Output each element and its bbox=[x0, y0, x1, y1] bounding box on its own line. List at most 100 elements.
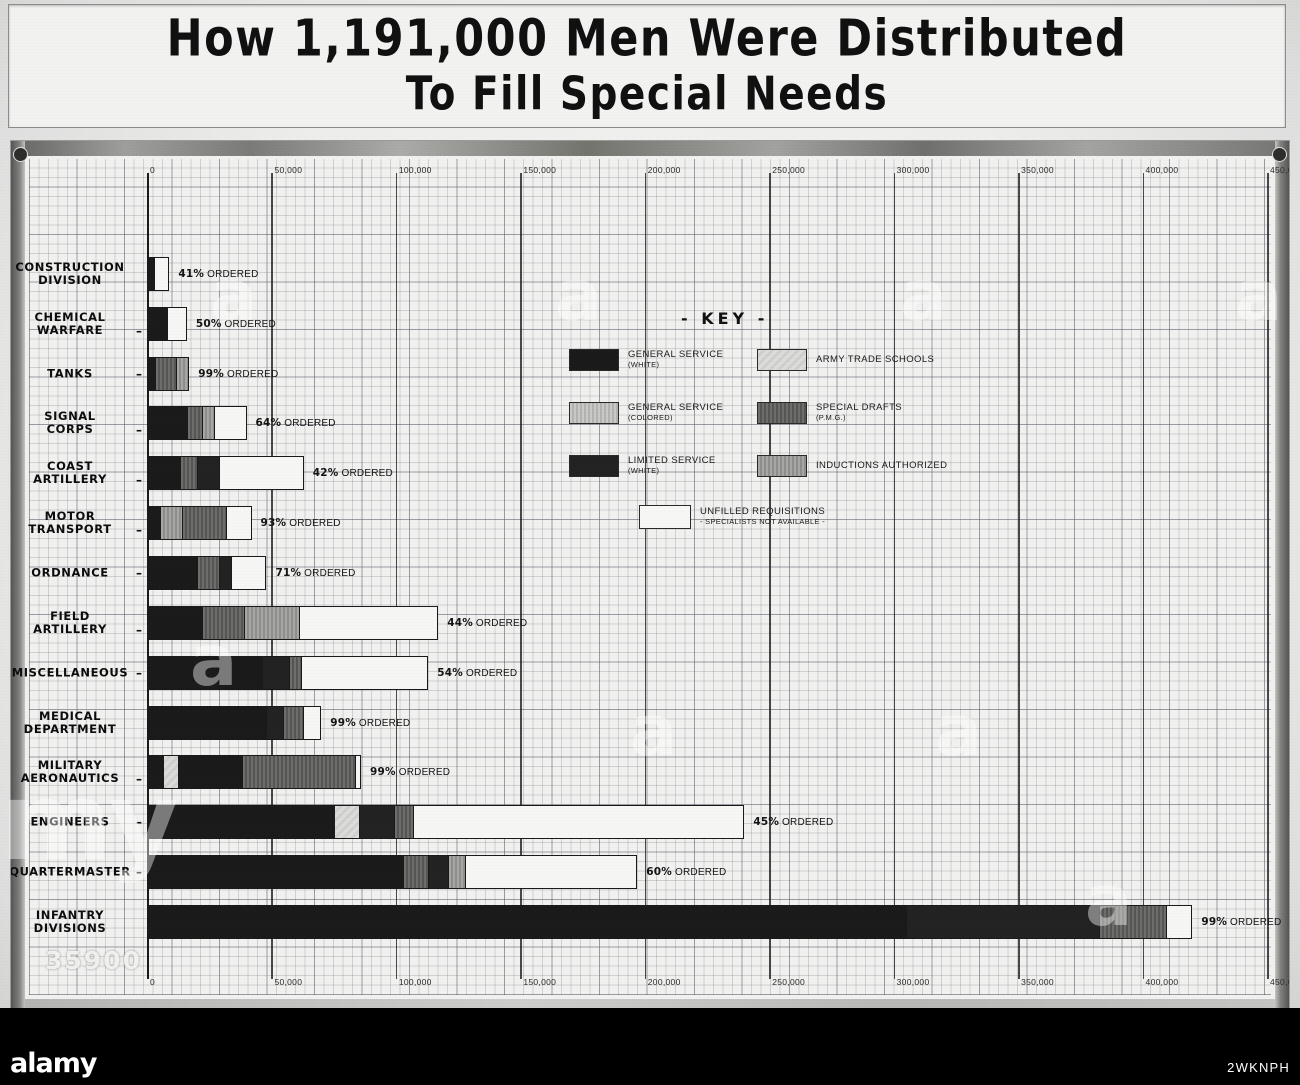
axis-vline bbox=[395, 173, 398, 979]
percent-ordered-label: 50% ORDERED bbox=[195, 317, 276, 330]
bar-row: FIELD ARTILLERY – 44% ORDERED bbox=[29, 598, 1271, 648]
bar-segment bbox=[197, 457, 220, 490]
bar-row: MISCELLANEOUS – 54% ORDERED bbox=[12, 648, 1271, 698]
stacked-bar bbox=[147, 256, 170, 291]
plate-left-edge bbox=[11, 141, 25, 1009]
bar-segment bbox=[288, 656, 302, 689]
key-entry-label: LIMITED SERVICE bbox=[628, 455, 716, 467]
x-tick-label-top: 350,000 bbox=[1021, 165, 1054, 175]
axis-vline bbox=[893, 173, 896, 979]
x-tick-label-top: 50,000 bbox=[274, 165, 303, 175]
category-label: QUARTERMASTER bbox=[11, 865, 135, 879]
special-drafts-icon bbox=[757, 402, 807, 424]
percent-ordered-label: 60% ORDERED bbox=[646, 866, 727, 879]
key-entry-label: SPECIAL DRAFTS bbox=[816, 402, 903, 414]
key-unfilled-label: UNFILLED REQUISITIONS bbox=[700, 506, 826, 518]
key-entry-label: GENERAL SERVICE bbox=[628, 402, 724, 414]
stacked-bar bbox=[147, 605, 439, 640]
bar-row: TANKS – 99% ORDERED bbox=[29, 349, 1271, 399]
category-label: MISCELLANEOUS bbox=[11, 666, 135, 679]
category-label: COAST ARTILLERY bbox=[11, 460, 135, 487]
archive-number: 35900 bbox=[45, 946, 142, 975]
bar-segment bbox=[177, 756, 242, 789]
plate-right-edge bbox=[1275, 141, 1289, 1009]
key-entry-limited-service-white: LIMITED SERVICE (WHITE) bbox=[569, 455, 716, 477]
category-label-line: ARTILLERY bbox=[33, 621, 107, 636]
bar-segment bbox=[148, 856, 404, 889]
plate-pin-left bbox=[13, 147, 28, 162]
category-label-line: ENGINEERS bbox=[30, 814, 110, 829]
bar-segment bbox=[403, 856, 429, 889]
bar-segment bbox=[148, 307, 167, 340]
x-axis-top: 0 50,000 100,000 150,000 200,000 250,000 300,0… bbox=[29, 161, 1289, 181]
key-entry-unfilled-requisitions: UNFILLED REQUISITIONS - SPECIALISTS NOT … bbox=[639, 505, 825, 529]
x-tick-label-bot: 100,000 bbox=[398, 977, 432, 987]
stacked-bar bbox=[147, 905, 1193, 940]
stacked-bar bbox=[147, 506, 252, 541]
x-tick-label-bot: 400,000 bbox=[1145, 977, 1179, 987]
category-label-line: ARTILLERY bbox=[33, 472, 107, 487]
bar-segment bbox=[241, 756, 356, 789]
category-label-line: CORPS bbox=[46, 422, 94, 437]
axis-vline bbox=[271, 173, 274, 979]
bar-row: ORDNANCE – 71% ORDERED bbox=[29, 548, 1271, 598]
bar-segment bbox=[148, 557, 197, 590]
key-heading: - KEY - bbox=[681, 309, 769, 328]
unfilled-requisitions-icon bbox=[639, 505, 691, 529]
x-axis-bottom: 0 50,000 100,000 150,000 200,000 250,000 300,0… bbox=[29, 973, 1289, 993]
bar-segment bbox=[162, 756, 178, 789]
stacked-bar bbox=[147, 855, 638, 890]
category-tick-dash: – bbox=[136, 366, 142, 381]
category-label: FIELD ARTILLERY bbox=[11, 610, 135, 636]
alamy-refcode: 2WKNPH bbox=[1227, 1060, 1290, 1075]
percent-ordered-label: 42% ORDERED bbox=[312, 467, 393, 480]
bar-rows: CONSTRUCTION DIVISION 41% ORDERED CHEMICAL W… bbox=[11, 159, 1281, 995]
category-label-line: AERONAUTICS bbox=[20, 771, 120, 786]
key-entry-sublabel: (WHITE) bbox=[628, 360, 660, 370]
bar-segment bbox=[148, 756, 163, 789]
x-tick-label-bot: 250,000 bbox=[772, 977, 806, 987]
x-tick-label-top: 0 bbox=[150, 165, 156, 175]
category-label: INFANTRY DIVISIONS bbox=[11, 909, 135, 935]
bar-row: QUARTERMASTER – 60% ORDERED bbox=[11, 847, 1271, 897]
category-label: MILITARY AERONAUTICS bbox=[11, 759, 135, 786]
chart-grid-area: 0 50,000 100,000 150,000 200,000 250,000 300,0… bbox=[11, 159, 1289, 995]
bar-row: ENGINEERS – 45% ORDERED bbox=[29, 797, 1271, 847]
bar-segment bbox=[148, 606, 203, 639]
bar-segment bbox=[1099, 906, 1167, 939]
bar-row: MOTOR TRANSPORT – 93% ORDERED bbox=[28, 498, 1271, 548]
bar-segment bbox=[148, 806, 335, 839]
bar-segment bbox=[358, 806, 394, 839]
percent-ordered-label: 71% ORDERED bbox=[275, 567, 356, 580]
key-entry-label: ARMY TRADE SCHOOLS bbox=[816, 353, 935, 365]
bar-segment bbox=[465, 856, 637, 889]
category-label-line: CHEMICAL bbox=[34, 309, 106, 324]
category-label-line: SIGNAL bbox=[44, 409, 96, 424]
percent-ordered-label: 99% ORDERED bbox=[198, 367, 279, 380]
x-tick-label-bot: 200,000 bbox=[647, 977, 681, 987]
bar-row: INFANTRY DIVISIONS 99% ORDERED bbox=[29, 897, 1281, 947]
bar-segment bbox=[905, 906, 1100, 939]
percent-ordered-label: 93% ORDERED bbox=[260, 517, 341, 530]
bar-segment bbox=[201, 407, 214, 440]
x-tick-label-top: 300,000 bbox=[896, 165, 930, 175]
bar-segment bbox=[148, 457, 180, 490]
percent-ordered-label: 99% ORDERED bbox=[1201, 916, 1282, 929]
general-service-colored-icon bbox=[569, 402, 619, 424]
bar-segment bbox=[213, 407, 246, 440]
x-tick-label-bot: 300,000 bbox=[896, 977, 930, 987]
bar-segment bbox=[148, 407, 188, 440]
stacked-bar bbox=[147, 655, 429, 690]
key-entry-inductions-authorized: INDUCTIONS AUTHORIZED bbox=[757, 455, 947, 477]
bar-segment bbox=[244, 606, 299, 639]
army-trade-schools-icon bbox=[757, 349, 807, 371]
limited-service-white-icon bbox=[569, 455, 619, 477]
bar-segment bbox=[298, 606, 438, 639]
percent-ordered-label: 41% ORDERED bbox=[178, 267, 259, 280]
bar-segment bbox=[148, 706, 267, 739]
bar-segment bbox=[153, 257, 169, 290]
stacked-bar bbox=[147, 356, 190, 391]
bar-segment bbox=[155, 357, 177, 390]
bar-segment bbox=[231, 557, 266, 590]
key-entry-special-drafts: SPECIAL DRAFTS (P.M.G.) bbox=[757, 402, 902, 424]
